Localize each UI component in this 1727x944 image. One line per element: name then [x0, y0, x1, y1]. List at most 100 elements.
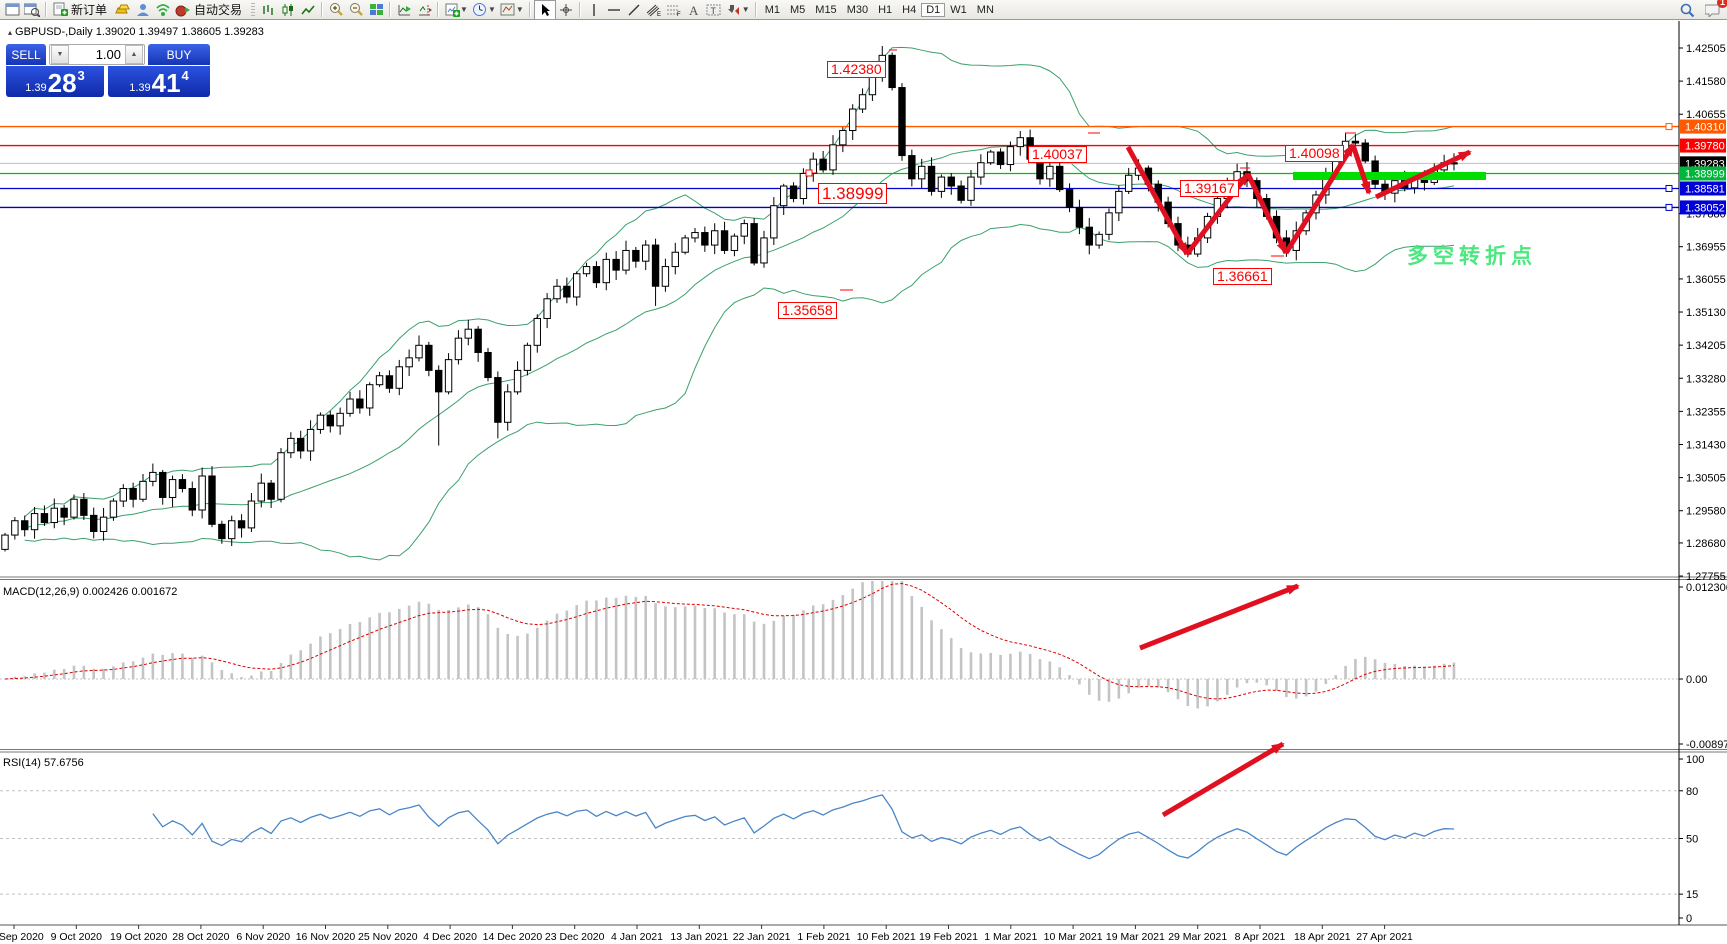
svg-text:F: F — [677, 12, 681, 17]
svg-text:1.38052: 1.38052 — [1685, 202, 1725, 214]
trendline-icon[interactable] — [624, 1, 644, 19]
auto-trading-label[interactable]: 自动交易 — [194, 3, 243, 17]
timeframe-d1[interactable]: D1 — [921, 2, 946, 17]
one-click-trading-panel: SELL ▼ 1.00 ▲ BUY 1.39 28 3 1.39 41 4 — [6, 44, 210, 97]
text-label-icon[interactable]: T — [704, 1, 724, 19]
svg-text:29 Mar 2021: 29 Mar 2021 — [1168, 931, 1227, 943]
svg-text:80: 80 — [1686, 786, 1698, 798]
timeframe-m5[interactable]: M5 — [790, 3, 806, 16]
community-icon[interactable] — [133, 1, 153, 19]
price-annotation[interactable]: 1.36661 — [1213, 268, 1272, 285]
zoom-in-icon[interactable] — [326, 1, 346, 19]
timeframe-h4[interactable]: H4 — [902, 3, 917, 16]
volume-decrease-button[interactable]: ▼ — [51, 45, 69, 64]
green-support-bar[interactable] — [1293, 172, 1486, 180]
svg-text:13 Jan 2021: 13 Jan 2021 — [670, 931, 728, 943]
timeframe-h1[interactable]: H1 — [878, 3, 893, 16]
vertical-line-icon[interactable] — [584, 1, 604, 19]
signal-icon[interactable] — [153, 1, 173, 19]
svg-text:1.42505: 1.42505 — [1686, 43, 1726, 55]
svg-text:50: 50 — [1686, 834, 1698, 846]
timeframe-m1[interactable]: M1 — [764, 3, 780, 16]
svg-text:1.32355: 1.32355 — [1686, 406, 1726, 418]
volume-increase-button[interactable]: ▲ — [125, 45, 143, 64]
buy-button[interactable]: BUY — [148, 44, 210, 65]
chart-window-icon[interactable] — [2, 1, 22, 19]
crosshair-icon[interactable] — [556, 1, 576, 19]
trend-note-text[interactable]: 多空转折点 — [1407, 245, 1537, 268]
periods-clock-icon[interactable] — [470, 1, 490, 19]
sell-button[interactable]: SELL — [6, 44, 46, 65]
dropdown-caret[interactable]: ▼ — [487, 5, 496, 14]
svg-text:8 Apr 2021: 8 Apr 2021 — [1235, 931, 1286, 943]
new-order-label[interactable]: 新订单 — [71, 3, 108, 17]
price-annotation[interactable]: 1.40098 — [1285, 145, 1344, 162]
svg-text:1.36955: 1.36955 — [1686, 242, 1726, 254]
notifications-icon[interactable]: 1 — [1703, 0, 1727, 19]
svg-text:1.33280: 1.33280 — [1686, 373, 1726, 385]
cursor-icon[interactable] — [533, 0, 556, 20]
equidistant-channel-icon[interactable]: E — [644, 1, 664, 19]
price-annotation[interactable]: 1.35658 — [778, 302, 837, 319]
svg-text:A: A — [689, 3, 699, 17]
dropdown-caret[interactable]: ▼ — [741, 5, 750, 14]
svg-text:1.36055: 1.36055 — [1686, 274, 1726, 286]
svg-text:1.40310: 1.40310 — [1685, 122, 1725, 134]
profile-preview-icon[interactable] — [22, 1, 42, 19]
annotation-leaders — [804, 49, 1356, 291]
timeframe-m30[interactable]: M30 — [846, 3, 869, 16]
timeframe-w1[interactable]: W1 — [950, 3, 967, 16]
search-icon[interactable] — [1677, 1, 1697, 19]
svg-text:0.00: 0.00 — [1686, 674, 1707, 686]
chart-shift-icon[interactable] — [414, 1, 434, 19]
svg-text:28 Oct 2020: 28 Oct 2020 — [172, 931, 229, 943]
svg-text:14 Dec 2020: 14 Dec 2020 — [483, 931, 543, 943]
svg-text:1.38999: 1.38999 — [1685, 169, 1725, 181]
svg-text:19 Feb 2021: 19 Feb 2021 — [919, 931, 978, 943]
svg-text:30 Sep 2020: 30 Sep 2020 — [0, 931, 44, 943]
text-icon[interactable]: A — [684, 1, 704, 19]
chart-canvas[interactable]: 1.425051.415801.406551.378801.369551.360… — [0, 21, 1727, 944]
svg-text:1.38581: 1.38581 — [1685, 183, 1725, 195]
templates-icon[interactable] — [498, 1, 518, 19]
toolbar-separator — [528, 2, 531, 17]
auto-scroll-icon[interactable] — [394, 1, 414, 19]
bar-chart-icon[interactable] — [258, 1, 278, 19]
svg-text:0.012306: 0.012306 — [1686, 582, 1727, 594]
volume-value[interactable]: 1.00 — [95, 47, 121, 62]
dropdown-caret[interactable]: ▼ — [515, 5, 524, 14]
svg-text:10 Feb 2021: 10 Feb 2021 — [857, 931, 916, 943]
buy-price-button[interactable]: 1.39 41 4 — [108, 66, 210, 97]
candlestick-chart-icon[interactable] — [278, 1, 298, 19]
svg-text:1.34205: 1.34205 — [1686, 340, 1726, 352]
new-chart-icon[interactable] — [442, 1, 462, 19]
toolbar-separator — [45, 2, 47, 17]
timeframe-mn[interactable]: MN — [976, 3, 994, 16]
line-chart-icon[interactable] — [298, 1, 318, 19]
auto-trading-icon[interactable] — [173, 1, 193, 19]
fibonacci-icon[interactable]: F — [664, 1, 684, 19]
svg-text:1 Mar 2021: 1 Mar 2021 — [984, 931, 1037, 943]
svg-text:1.28680: 1.28680 — [1686, 538, 1726, 550]
tile-windows-icon[interactable] — [366, 1, 386, 19]
trend-arrows[interactable] — [1125, 143, 1472, 256]
timeframe-m15[interactable]: M15 — [815, 3, 837, 16]
toolbar-separator — [389, 2, 392, 17]
dropdown-caret[interactable]: ▼ — [460, 5, 468, 14]
new-order-icon[interactable] — [50, 1, 70, 19]
zoom-out-icon[interactable] — [346, 1, 366, 19]
price-annotation[interactable]: 1.39167 — [1180, 180, 1239, 197]
arrows-tool-icon[interactable] — [724, 1, 744, 19]
price-annotation[interactable]: 1.38999 — [818, 183, 888, 204]
gold-icon[interactable] — [113, 1, 133, 19]
price-annotation[interactable]: 1.42380 — [827, 61, 886, 78]
horizontal-line-icon[interactable] — [604, 1, 624, 19]
svg-text:1 Feb 2021: 1 Feb 2021 — [797, 931, 850, 943]
rsi-arrow[interactable] — [1161, 741, 1285, 818]
price-annotation[interactable]: 1.40037 — [1028, 146, 1087, 163]
sell-price-button[interactable]: 1.39 28 3 — [6, 66, 104, 97]
svg-text:6 Nov 2020: 6 Nov 2020 — [236, 931, 290, 943]
rsi-label: RSI(14) 57.6756 — [3, 757, 84, 769]
macd-arrow[interactable] — [1139, 583, 1300, 651]
